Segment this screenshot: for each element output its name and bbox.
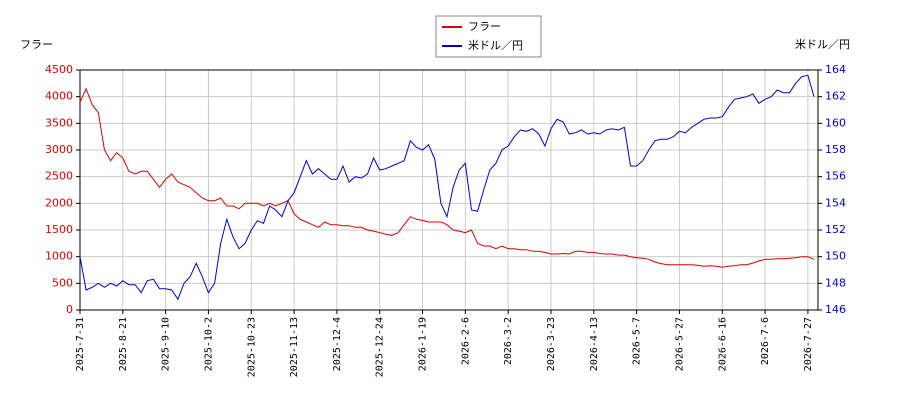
x-tick-label: 2026-4-13: [589, 317, 600, 371]
y2-tick-label: 162: [825, 90, 846, 103]
x-tick-label: 2025-12-4: [332, 317, 343, 371]
y2-tick-label: 146: [825, 303, 846, 316]
x-tick-label: 2026-3-2: [503, 317, 514, 365]
y-tick-label: 500: [52, 276, 73, 289]
y-tick-label: 2500: [45, 170, 73, 183]
y-tick-label: 1000: [45, 250, 73, 263]
series-line: [79, 87, 815, 268]
x-tick-label: 2026-6-16: [717, 317, 728, 371]
y-tick-label: 3000: [45, 143, 73, 156]
y-tick-label: 3500: [45, 116, 73, 129]
y2-tick-label: 164: [825, 63, 846, 76]
x-tick-label: 2026-5-7: [632, 317, 643, 365]
plot-frame: [79, 69, 819, 311]
x-tick-label: 2025-9-10: [161, 317, 172, 371]
y2-tick-label: 152: [825, 223, 846, 236]
x-tick-label: 2026-2-6: [460, 317, 471, 365]
y2-tick-label: 148: [825, 276, 846, 289]
y2-tick-label: 158: [825, 143, 846, 156]
legend-box: [435, 15, 542, 58]
x-tick-label: 2025-8-21: [118, 317, 129, 371]
y-tick-label: 0: [66, 303, 73, 316]
y2-tick-label: 156: [825, 170, 846, 183]
x-tick-label: 2025-10-23: [246, 317, 257, 377]
x-tick-label: 2026-7-6: [760, 317, 771, 365]
y2-tick-label: 160: [825, 116, 846, 129]
x-tick-label: 2025-7-31: [75, 317, 86, 371]
y-axis-label: フラー: [20, 38, 53, 51]
x-tick-label: 2025-10-2: [203, 317, 214, 371]
y-tick-label: 1500: [45, 223, 73, 236]
y-tick-label: 2000: [45, 196, 73, 209]
y2-tick-label: 150: [825, 250, 846, 263]
x-tick-label: 2026-1-19: [418, 317, 429, 371]
x-tick-label: 2025-12-24: [375, 317, 386, 377]
legend-label: 米ドル／円: [468, 39, 523, 52]
legend-label: フラー: [468, 20, 501, 33]
x-tick-label: 2026-3-23: [546, 317, 557, 371]
y2-tick-label: 154: [825, 196, 846, 209]
series-line: [79, 74, 815, 301]
x-tick-label: 2026-5-27: [674, 317, 685, 371]
y2-axis-label: 米ドル／円: [795, 38, 850, 51]
x-tick-label: 2026-7-27: [803, 317, 814, 371]
x-tick-label: 2025-11-13: [289, 317, 300, 377]
y-tick-label: 4000: [45, 90, 73, 103]
y-tick-label: 4500: [45, 63, 73, 76]
